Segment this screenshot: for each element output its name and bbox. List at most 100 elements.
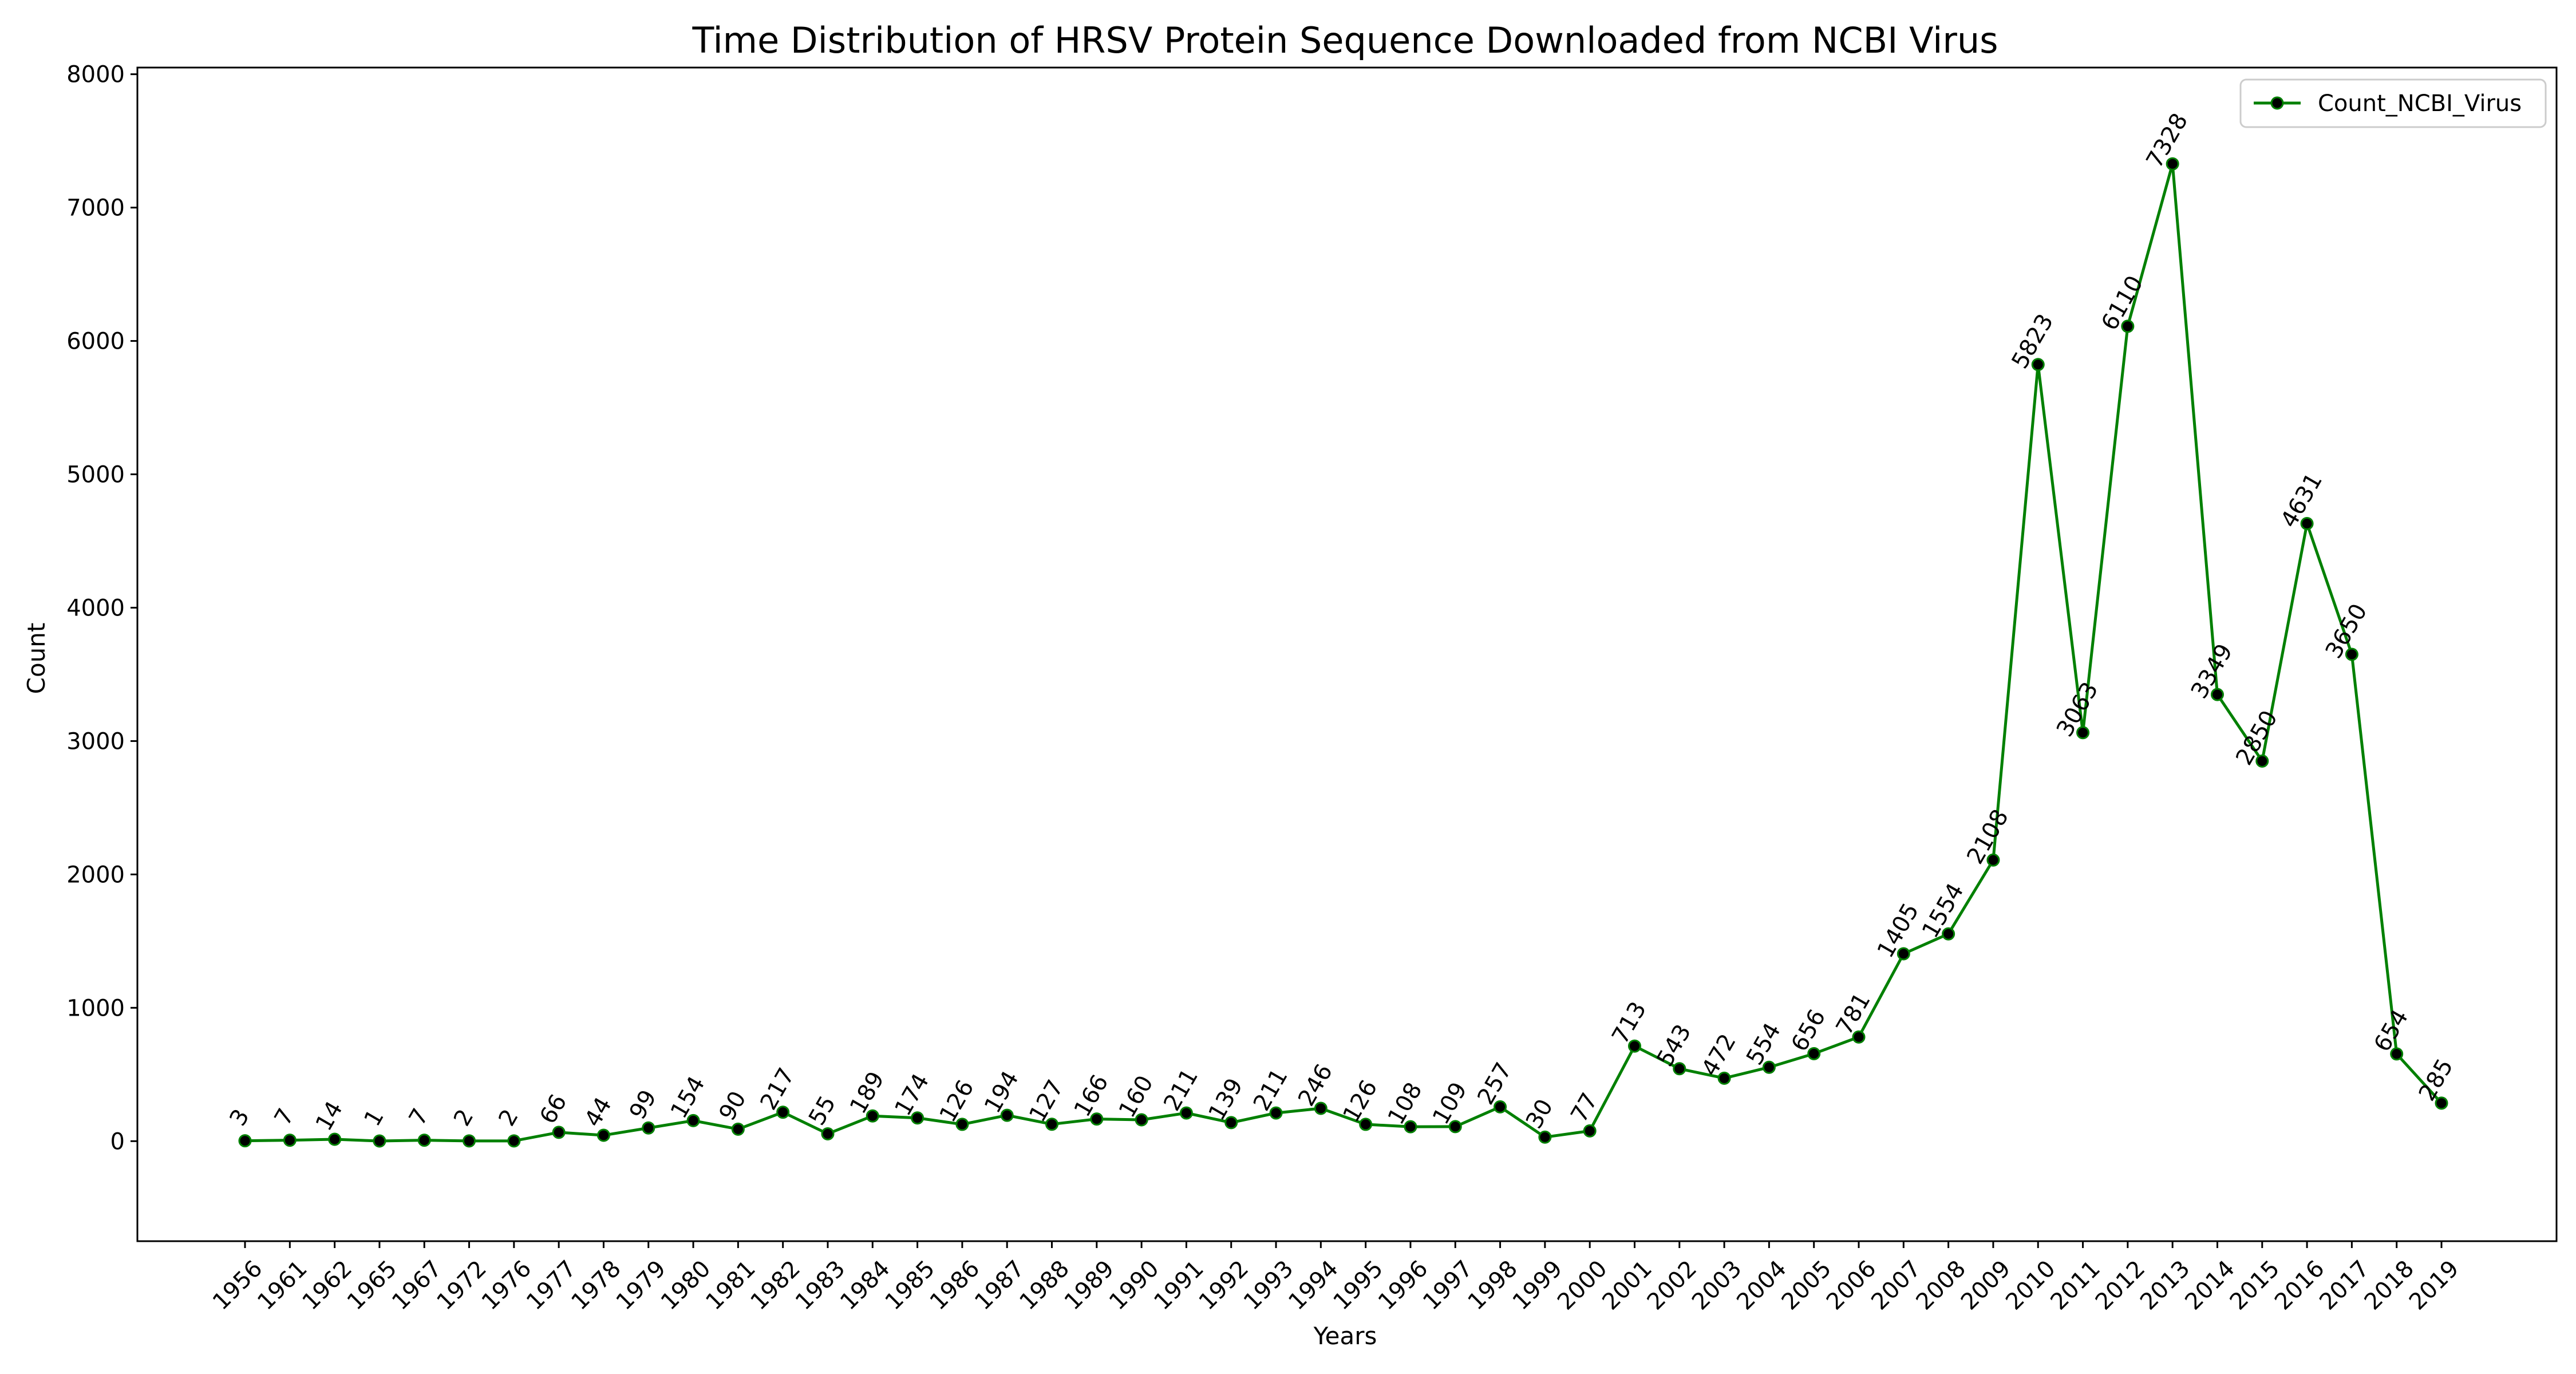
legend-label: Count_NCBI_Virus bbox=[2318, 90, 2522, 117]
x-tick-label: 1977 bbox=[521, 1255, 582, 1316]
data-label: 166 bbox=[1069, 1071, 1114, 1122]
y-tick-label: 6000 bbox=[66, 329, 125, 355]
data-point bbox=[2390, 1047, 2404, 1061]
y-tick-label: 0 bbox=[110, 1128, 125, 1155]
data-point bbox=[955, 1118, 969, 1131]
data-label: 194 bbox=[979, 1067, 1024, 1118]
data-point bbox=[1583, 1124, 1597, 1138]
y-tick-label: 7000 bbox=[66, 195, 125, 222]
x-tick-label: 1972 bbox=[432, 1255, 492, 1316]
x-tick-label: 2013 bbox=[2135, 1255, 2195, 1316]
x-tick-label: 2011 bbox=[2045, 1255, 2105, 1316]
x-tick-label: 1991 bbox=[1149, 1255, 1209, 1316]
data-point bbox=[1538, 1130, 1552, 1144]
x-tick-label: 1981 bbox=[701, 1255, 761, 1316]
x-tick-label: 1985 bbox=[880, 1255, 941, 1316]
legend-box bbox=[2239, 78, 2547, 128]
data-point bbox=[1673, 1062, 1686, 1076]
x-tick-label: 1962 bbox=[298, 1255, 358, 1316]
y-axis: 0 1000 2000 3000 4000 5000 6000 7000 8000 bbox=[66, 62, 137, 1155]
data-point bbox=[1986, 853, 2000, 867]
data-point bbox=[2076, 726, 2090, 740]
x-tick-label: 1983 bbox=[791, 1255, 851, 1316]
data-point bbox=[911, 1111, 924, 1125]
data-point bbox=[866, 1109, 879, 1123]
x-tick-label: 2014 bbox=[2180, 1255, 2240, 1316]
data-label: 7 bbox=[270, 1104, 300, 1130]
x-tick-label: 1992 bbox=[1194, 1255, 1254, 1316]
series-line-count-ncbi-virus bbox=[244, 162, 2443, 1143]
data-label: 257 bbox=[1472, 1058, 1517, 1109]
data-label: 44 bbox=[580, 1093, 617, 1131]
data-label: 154 bbox=[666, 1072, 710, 1123]
data-label: 217 bbox=[755, 1064, 800, 1115]
x-tick-label: 2019 bbox=[2404, 1255, 2464, 1316]
x-tick-label: 1990 bbox=[1104, 1255, 1164, 1316]
data-label: 108 bbox=[1383, 1078, 1428, 1129]
data-label: 2 bbox=[449, 1105, 479, 1131]
data-label: 189 bbox=[845, 1067, 890, 1118]
data-point bbox=[2121, 319, 2135, 333]
data-label: 1 bbox=[359, 1105, 389, 1131]
data-point bbox=[1269, 1106, 1283, 1120]
data-point bbox=[1762, 1060, 1776, 1074]
x-tick-label: 1998 bbox=[1463, 1255, 1523, 1316]
x-tick-label: 2012 bbox=[2091, 1255, 2151, 1316]
data-label: 713 bbox=[1607, 997, 1652, 1048]
data-point bbox=[1404, 1120, 1417, 1134]
series-layer bbox=[238, 157, 2448, 1148]
data-point bbox=[373, 1134, 386, 1148]
chart-title: Time Distribution of HRSV Protein Sequen… bbox=[692, 19, 1998, 61]
y-tick-label: 1000 bbox=[66, 995, 125, 1021]
x-tick-label: 1988 bbox=[1014, 1255, 1074, 1316]
y-tick-label: 3000 bbox=[66, 728, 125, 755]
data-label: 99 bbox=[625, 1085, 662, 1124]
x-tick-label: 1999 bbox=[1508, 1255, 1568, 1316]
data-label: 90 bbox=[714, 1087, 751, 1125]
data-label: 160 bbox=[1114, 1071, 1159, 1122]
data-label: 7328 bbox=[2142, 109, 2194, 172]
data-point bbox=[1852, 1030, 1866, 1044]
data-point bbox=[2255, 754, 2269, 768]
data-point bbox=[2300, 516, 2314, 530]
x-tick-label: 2006 bbox=[1822, 1255, 1882, 1316]
data-label: 5823 bbox=[2007, 310, 2059, 373]
data-label: 7 bbox=[404, 1104, 434, 1130]
x-tick-label: 2003 bbox=[1687, 1255, 1747, 1316]
data-point bbox=[1179, 1106, 1193, 1120]
data-point bbox=[1942, 927, 1955, 941]
x-tick-label: 2008 bbox=[1911, 1255, 1971, 1316]
data-point bbox=[776, 1105, 790, 1119]
x-tick-label: 1996 bbox=[1373, 1255, 1433, 1316]
data-label: 126 bbox=[1338, 1076, 1382, 1127]
data-label: 2 bbox=[493, 1105, 524, 1131]
x-tick-label: 1984 bbox=[835, 1255, 895, 1316]
data-point bbox=[1717, 1071, 1731, 1085]
data-labels-layer: 3 7 14 1 7 2 2 66 44 99 154 90 217 55 189 174 126 194 127 1… bbox=[224, 109, 2458, 1135]
x-tick-label: 1986 bbox=[925, 1255, 985, 1316]
data-point bbox=[2210, 688, 2224, 701]
data-point bbox=[417, 1134, 431, 1147]
y-tick-label: 4000 bbox=[66, 595, 125, 621]
data-label: 30 bbox=[1521, 1095, 1558, 1133]
x-tick-label: 2009 bbox=[1956, 1255, 2016, 1316]
legend-marker-sample bbox=[2270, 96, 2284, 110]
data-label: 3349 bbox=[2186, 639, 2238, 703]
data-label: 3063 bbox=[2052, 678, 2104, 741]
x-tick-label: 1994 bbox=[1283, 1255, 1344, 1316]
data-point bbox=[2345, 647, 2358, 661]
x-tick-label: 1993 bbox=[1239, 1255, 1299, 1316]
y-tick-label: 5000 bbox=[66, 462, 125, 488]
x-tick-label: 1995 bbox=[1329, 1255, 1389, 1316]
data-label: 211 bbox=[1249, 1064, 1293, 1115]
x-tick-label: 1979 bbox=[611, 1255, 671, 1316]
y-tick-label: 8000 bbox=[66, 62, 125, 88]
x-tick-label: 2015 bbox=[2225, 1255, 2285, 1316]
x-tick-label: 1987 bbox=[970, 1255, 1030, 1316]
data-point bbox=[283, 1134, 297, 1147]
x-tick-label: 2018 bbox=[2360, 1255, 2420, 1316]
data-label: 3650 bbox=[2321, 599, 2373, 663]
x-tick-label: 2004 bbox=[1732, 1255, 1792, 1316]
data-point bbox=[1090, 1112, 1104, 1126]
data-point bbox=[463, 1134, 476, 1148]
